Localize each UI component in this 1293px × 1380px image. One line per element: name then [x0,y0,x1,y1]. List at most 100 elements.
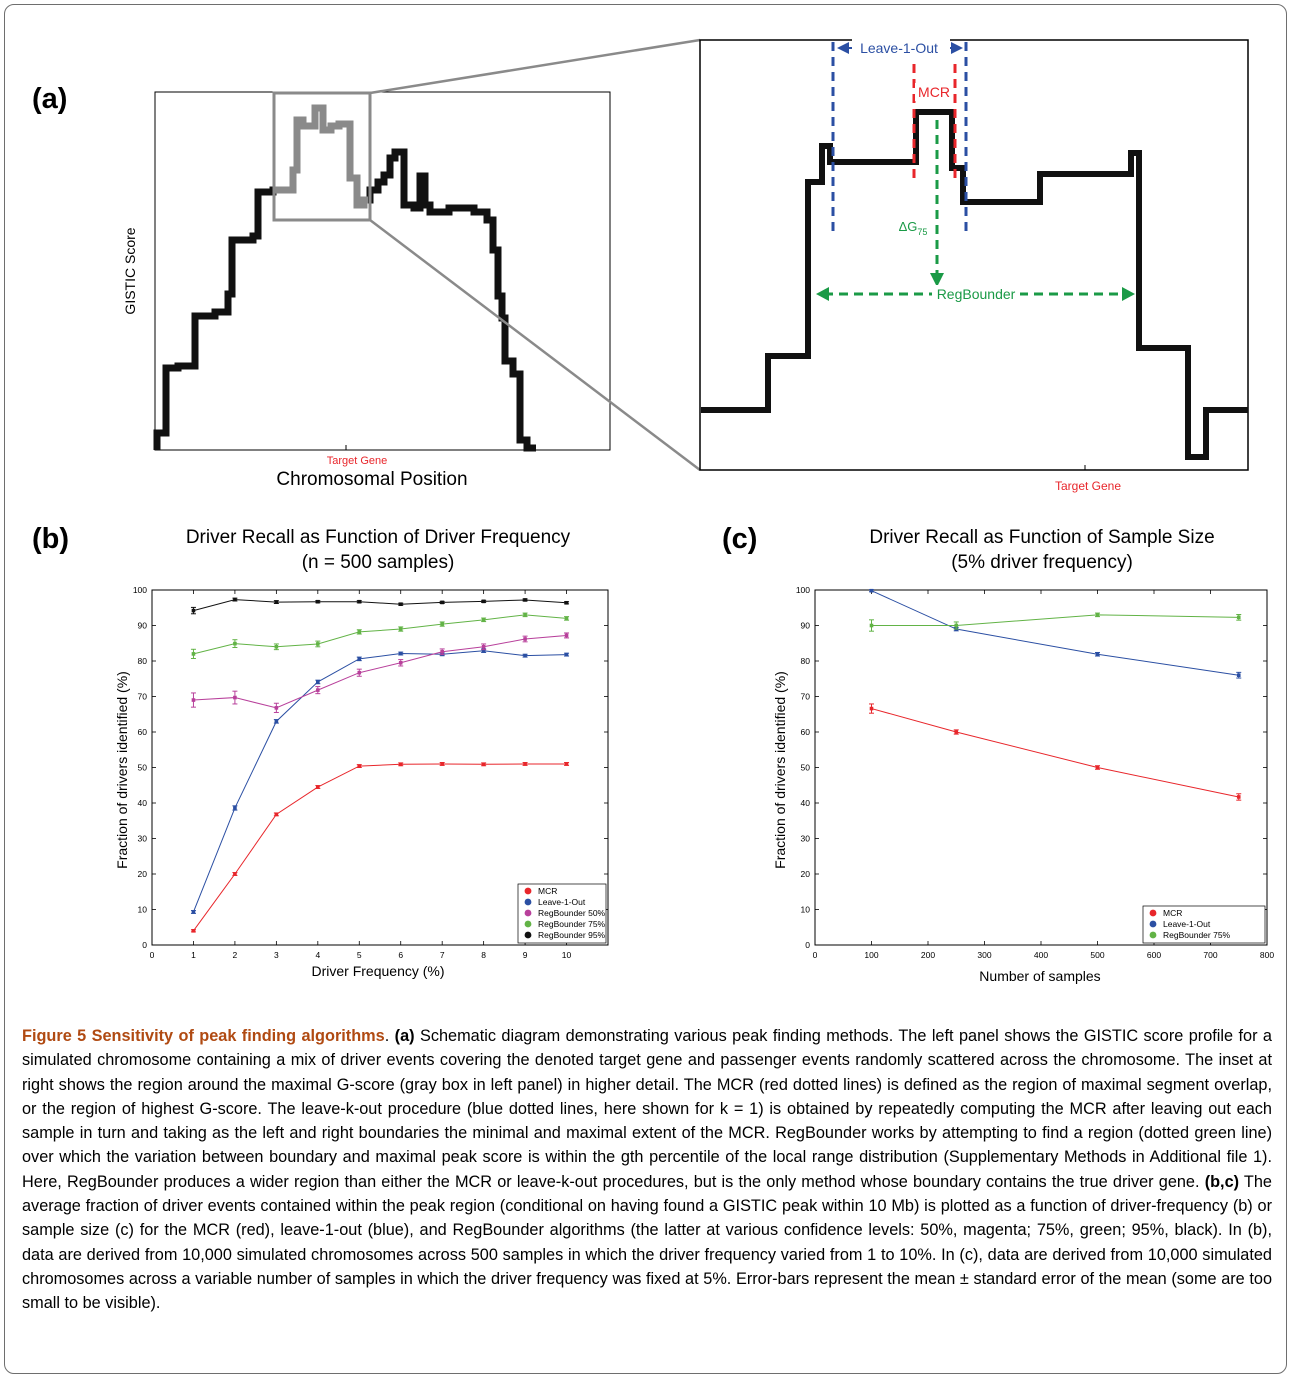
chart-b-series-leave-1-out-point [564,652,569,657]
inset-axes [699,39,1249,471]
chart-c-series-regbounder-75--point [1236,615,1241,620]
chart-b-series-regbounder-95--point [481,599,486,604]
chart-c-series-mcr-point [954,730,959,734]
chart-b-ytick-label: 30 [138,834,148,844]
chart-c-series-mcr-point [1236,795,1241,799]
caption-p1: . [384,1027,395,1045]
chart-c-series-leave-1-out-line [871,590,1239,676]
chart-b-ytick-label: 50 [138,763,148,773]
chart-b-series-regbounder-75--point [274,645,279,649]
panel-a: (a) GISTIC Score Target Gene Chromosomal… [32,38,1249,493]
chart-b-series-regbounder-75--point [564,616,569,621]
chart-c-series-regbounder-75--point [869,623,874,628]
regbounder-arrow-left-head [816,287,829,301]
chart-c-xtick-label: 700 [1203,950,1217,960]
chart-b-series-leave-1-out-point [481,648,486,653]
chart-c-ytick-label: 20 [801,869,811,879]
chart-b-series-regbounder-95--point [274,600,279,604]
panel-a-main-axes [154,91,611,451]
chart-c-ytick-label: 10 [801,905,811,915]
chart-b-ytick-label: 20 [138,869,148,879]
chart-b-series-regbounder-50--point [357,670,362,675]
chart-c-series-mcr-point [1095,765,1100,770]
chart-sample-size: (c) Driver Recall as Function of Sample … [722,523,1274,984]
chart-c-ytick-label: 60 [801,727,811,737]
chart-b-series-regbounder-95--point [191,608,196,613]
chart-b-series-leave-1-out-point [398,651,403,656]
chart-c-xtick-label: 200 [921,950,935,960]
chart-b-xtick-label: 8 [481,950,486,960]
chart-b-series-regbounder-75--point [316,642,320,646]
panel-c-label: (c) [722,523,757,555]
chart-c-ytick-label: 0 [805,940,810,950]
chart-b-xtick-label: 6 [398,950,403,960]
chart-c-series-leave-1-out-point [869,588,874,593]
chart-b-series-regbounder-50--point [564,633,569,638]
chart-b-series-regbounder-75--line [193,614,567,655]
chart-c-axes [814,589,1268,946]
chart-b-ylabel: Fraction of drivers identified (%) [114,671,130,869]
chart-b-legend-mcr-label: MCR [538,886,557,896]
chart-c-series-leave-1-out-point [1236,673,1241,677]
chart-b-ytick-label: 40 [138,798,148,808]
chart-b-series-regbounder-50--point [191,698,196,702]
gistic-profile-highlight [275,104,368,209]
chart-b-series-regbounder-75--point [233,641,237,646]
delta-g-sub: 75 [917,227,927,237]
chart-c-ytick-label: 40 [801,798,811,808]
chart-c-xlabel: Number of samples [979,968,1100,984]
chart-c-ylabel: Fraction of drivers identified (%) [772,671,788,869]
chart-b-xtick-label: 7 [440,950,445,960]
chart-c-series-regbounder-75--point [954,623,959,628]
leave-out-label: Leave-1-Out [860,40,938,56]
chart-b-series-regbounder-95--point [233,597,237,602]
chart-b-xlabel: Driver Frequency (%) [311,963,444,979]
chart-b-ytick-label: 0 [142,940,147,950]
chart-b-legend [517,883,607,944]
figure: (a) GISTIC Score Target Gene Chromosomal… [32,38,1274,984]
chart-b-series-mcr-point [523,762,527,766]
chart-b-series-regbounder-50--point [233,695,237,700]
caption-a-label: (a) [394,1027,415,1045]
chart-b-series-leave-1-out-point [357,657,362,661]
chart-b-series-mcr-point [233,872,237,876]
leave-out-arrow-left-head [837,42,849,54]
chart-c-legend-regbounder-75--label: RegBounder 75% [1163,930,1231,940]
figure-frame [4,4,1287,1374]
chart-c-legend-mcr-label: MCR [1163,908,1182,918]
chart-b-series-regbounder-95--point [523,598,527,602]
chart-b-series-regbounder-75--point [357,630,362,634]
chart-b-series-leave-1-out-point [316,680,320,684]
chart-b-series-regbounder-50--point [481,645,486,649]
gistic-score-label: GISTIC Score [122,227,138,314]
chart-c-ytick-label: 100 [796,585,810,595]
chart-b-legend-leave-1-out-label: Leave-1-Out [538,897,586,907]
chart-b-series-regbounder-75--point [191,652,196,656]
regbounder-arrow-right-head [1122,287,1135,301]
chart-c-ytick-label: 90 [801,621,811,631]
chart-c-xtick-label: 500 [1090,950,1104,960]
figure-caption: Figure 5 Sensitivity of peak finding alg… [22,1024,1272,1316]
chart-b-series-mcr-point [357,764,362,768]
chart-c-xtick-label: 600 [1147,950,1161,960]
chart-b-legend-mcr-swatch [524,887,532,895]
chart-b-series-regbounder-50--point [440,649,444,654]
chart-b-xtick-label: 4 [315,950,320,960]
chart-c-legend-leave-1-out-swatch [1149,920,1157,928]
chart-c-ytick-label: 70 [801,692,811,702]
chart-c-legend-regbounder-75--swatch [1149,931,1157,939]
chart-c-xtick-label: 0 [813,950,818,960]
chart-c-ytick-label: 80 [801,656,811,666]
chart-b-series-mcr-point [316,785,320,789]
chart-c-series-regbounder-75--line [871,614,1239,626]
chart-c-xtick-label: 100 [864,950,878,960]
panel-b-label: (b) [32,523,69,555]
delta-g-label-bg [893,217,933,237]
zoom-line-bottom [369,219,701,471]
chart-b-series-regbounder-75--point [481,618,486,622]
chart-b-series-leave-1-out-point [523,653,527,658]
chart-b-ytick-label: 100 [133,585,147,595]
chart-b-series-regbounder-95--point [564,600,569,605]
chart-c-series-leave-1-out-point [1095,652,1100,657]
leave-out-label-bg [852,38,950,58]
